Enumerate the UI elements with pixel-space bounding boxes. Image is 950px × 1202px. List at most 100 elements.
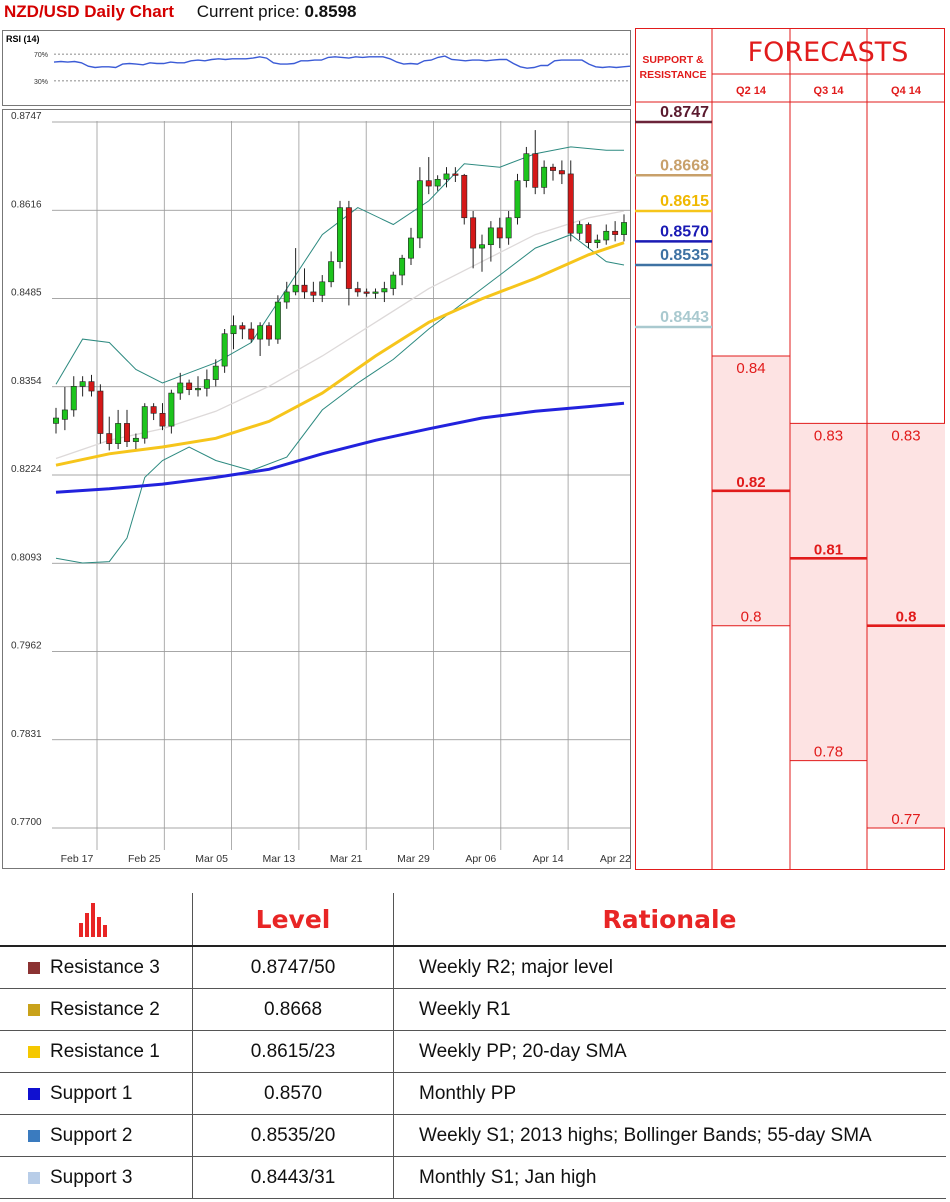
candle-body xyxy=(186,382,193,391)
chart-header: NZD/USD Daily Chart Current price: 0.859… xyxy=(4,0,356,26)
candle xyxy=(328,251,335,288)
candle-body xyxy=(461,174,468,219)
candle-body xyxy=(523,153,530,181)
bollinger-lower-line xyxy=(55,234,625,564)
support-resistance-title-2: RESISTANCE xyxy=(640,69,707,81)
candle-body xyxy=(195,388,201,391)
candle-body xyxy=(550,166,556,171)
candle-body xyxy=(53,417,59,424)
candle xyxy=(523,146,530,188)
table-row: Resistance 2 0.8668 Weekly R1 xyxy=(0,988,946,1031)
row-label: Support 3 xyxy=(50,1166,133,1188)
candle xyxy=(558,160,565,185)
candle-body xyxy=(115,423,122,444)
level-color-swatch xyxy=(28,1129,40,1142)
candle-body xyxy=(399,257,406,276)
table-row: Resistance 3 0.8747/50 Weekly R2; major le… xyxy=(0,946,946,989)
rationale-header: Rationale xyxy=(393,893,946,947)
x-tick-label: Mar 05 xyxy=(195,853,228,865)
candle-body xyxy=(390,274,397,289)
candle xyxy=(274,295,281,344)
y-tick-label: 0.7700 xyxy=(11,817,42,828)
candle xyxy=(283,281,290,309)
candle xyxy=(443,167,450,188)
candle xyxy=(354,281,361,297)
table-row: Support 3 0.8443/31 Monthly S1; Jan high xyxy=(0,1156,946,1199)
forecasts-title: FORECASTS xyxy=(748,37,909,68)
candle xyxy=(61,387,68,431)
y-tick-label: 0.8354 xyxy=(11,376,42,387)
candle xyxy=(106,416,113,451)
candle-body xyxy=(239,325,246,330)
candle-body xyxy=(452,173,459,176)
candle-body xyxy=(381,288,388,293)
candle xyxy=(603,224,610,245)
bars-icon-cell xyxy=(0,893,193,947)
level-color-swatch xyxy=(28,1171,40,1184)
candle-body xyxy=(248,328,255,340)
candle xyxy=(70,376,77,417)
row-rationale: Monthly S1; Jan high xyxy=(393,1156,946,1199)
row-label-cell: Resistance 2 xyxy=(0,988,193,1031)
candle xyxy=(434,175,441,191)
row-rationale: Weekly S1; 2013 highs; Bollinger Bands; … xyxy=(393,1114,946,1157)
level-color-swatch xyxy=(28,1087,40,1100)
row-rationale: Weekly PP; 20-day SMA xyxy=(393,1030,946,1073)
x-tick-label: Mar 21 xyxy=(330,853,363,865)
candle xyxy=(266,322,272,346)
candle-body xyxy=(106,433,113,444)
candle xyxy=(363,288,370,297)
candle xyxy=(195,376,201,397)
candle xyxy=(115,409,122,450)
sr-level-label: 0.8570 xyxy=(660,223,709,240)
candle-body xyxy=(434,179,441,187)
candle xyxy=(612,221,619,242)
candle xyxy=(461,173,468,225)
sma20-line xyxy=(55,210,625,460)
candle xyxy=(532,130,539,195)
candle-body xyxy=(283,291,290,303)
candle xyxy=(416,167,423,249)
forecast-high-label: 0.84 xyxy=(736,360,765,377)
forecast-low-label: 0.8 xyxy=(741,609,762,626)
candle-body xyxy=(177,382,184,394)
candle xyxy=(221,329,228,373)
candle xyxy=(132,433,139,450)
level-color-swatch xyxy=(28,1003,40,1016)
candle xyxy=(550,163,556,181)
support-resistance-title: SUPPORT & xyxy=(642,54,704,66)
levels-table: Level Rationale Resistance 3 0.8747/50 Wee… xyxy=(0,893,946,1199)
candle-body xyxy=(612,230,619,235)
table-row: Resistance 1 0.8615/23 Weekly PP; 20-day S… xyxy=(0,1030,946,1073)
candle xyxy=(141,403,148,444)
forecast-high-label: 0.83 xyxy=(891,427,920,444)
forecasts-panel: 0.84 0.82 0.8 0.83 0.81 0.78 0.83 0.8 0.77 FORECA… xyxy=(635,28,945,870)
candle-body xyxy=(257,325,264,340)
candle-body xyxy=(594,239,601,244)
candle-body xyxy=(230,325,237,335)
candle-body xyxy=(363,291,370,294)
candle-body xyxy=(168,392,175,427)
forecast-mid-label: 0.8 xyxy=(896,609,917,626)
candle xyxy=(212,359,219,387)
forecast-mid-label: 0.81 xyxy=(814,541,843,558)
forecast-mid-label: 0.82 xyxy=(736,474,765,491)
current-price-label: Current price: xyxy=(196,2,300,21)
y-tick-label: 0.7962 xyxy=(11,641,42,652)
row-label: Support 1 xyxy=(50,1082,133,1104)
candle xyxy=(567,160,574,242)
candle xyxy=(390,271,397,296)
x-tick-label: Apr 14 xyxy=(533,853,564,865)
candle-body xyxy=(603,230,610,241)
candle-body xyxy=(124,423,130,442)
y-tick-label: 0.8747 xyxy=(11,111,42,122)
x-tick-label: Mar 29 xyxy=(397,853,430,865)
level-header: Level xyxy=(192,893,394,947)
candle-body xyxy=(532,153,539,188)
current-price: Current price: 0.8598 xyxy=(197,2,357,21)
candle-body xyxy=(470,217,477,249)
candle-body xyxy=(487,227,494,246)
candle xyxy=(505,211,512,245)
candle xyxy=(230,315,237,350)
forecast-quarter-label: Q2 14 xyxy=(736,85,767,97)
